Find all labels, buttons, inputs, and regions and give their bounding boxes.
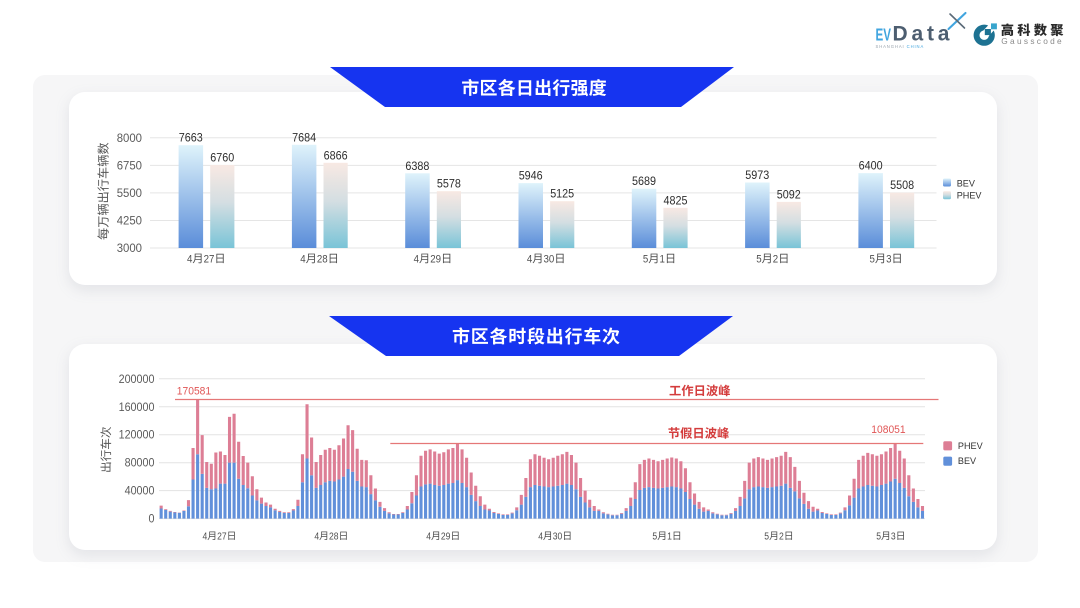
svg-text:5: 5 [652, 531, 657, 542]
svg-text:30: 30 [544, 253, 555, 265]
svg-text:27: 27 [204, 253, 215, 265]
svg-text:28: 28 [317, 253, 328, 265]
svg-text:1: 1 [660, 253, 665, 265]
svg-text:Gausscode: Gausscode [1001, 36, 1064, 46]
svg-text:4: 4 [300, 253, 305, 265]
svg-text:160000: 160000 [119, 402, 155, 414]
svg-text:5500: 5500 [117, 188, 142, 200]
svg-text:6866: 6866 [324, 148, 348, 162]
svg-text:BEV: BEV [958, 456, 977, 466]
svg-text:5946: 5946 [519, 169, 543, 183]
svg-text:29: 29 [441, 531, 451, 542]
svg-text:40000: 40000 [125, 486, 155, 498]
svg-text:Data: Data [893, 23, 954, 46]
svg-text:2: 2 [773, 253, 778, 265]
svg-text:3: 3 [886, 253, 891, 265]
svg-text:5508: 5508 [890, 178, 914, 192]
svg-text:2: 2 [779, 531, 784, 542]
svg-text:4: 4 [426, 531, 431, 542]
svg-text:EV: EV [876, 25, 892, 45]
svg-text:8000: 8000 [117, 133, 142, 145]
svg-text:5: 5 [764, 531, 769, 542]
svg-text:5578: 5578 [437, 177, 461, 191]
svg-text:4: 4 [203, 531, 208, 542]
svg-text:BEV: BEV [957, 178, 976, 188]
svg-text:5125: 5125 [550, 187, 574, 201]
svg-text:5973: 5973 [745, 168, 769, 182]
svg-text:3: 3 [891, 531, 896, 542]
svg-text:7663: 7663 [179, 131, 203, 145]
svg-text:6388: 6388 [405, 159, 429, 173]
svg-text:SHANGHAI CHINA: SHANGHAI CHINA [876, 44, 925, 49]
svg-text:28: 28 [329, 531, 339, 542]
svg-text:80000: 80000 [125, 458, 155, 470]
svg-text:7684: 7684 [292, 130, 316, 144]
svg-text:29: 29 [430, 253, 441, 265]
svg-text:3000: 3000 [117, 243, 142, 255]
svg-text:170581: 170581 [177, 386, 211, 398]
svg-text:4: 4 [414, 253, 419, 265]
svg-text:30: 30 [553, 531, 563, 542]
svg-text:5689: 5689 [632, 174, 656, 188]
svg-text:5: 5 [870, 253, 875, 265]
svg-text:4250: 4250 [117, 215, 142, 227]
svg-text:PHEV: PHEV [958, 441, 984, 451]
svg-text:6760: 6760 [210, 151, 234, 165]
svg-text:5: 5 [876, 531, 881, 542]
svg-text:4: 4 [527, 253, 532, 265]
svg-text:108051: 108051 [871, 424, 905, 436]
svg-text:1: 1 [667, 531, 672, 542]
svg-text:5: 5 [756, 253, 761, 265]
svg-text:200000: 200000 [119, 374, 155, 386]
svg-text:120000: 120000 [119, 430, 155, 442]
svg-text:27: 27 [217, 531, 227, 542]
svg-text:5092: 5092 [777, 187, 801, 201]
svg-text:PHEV: PHEV [957, 191, 983, 201]
svg-text:6400: 6400 [859, 159, 883, 173]
svg-text:4: 4 [314, 531, 319, 542]
svg-text:4: 4 [187, 253, 192, 265]
svg-text:5: 5 [643, 253, 648, 265]
svg-text:6750: 6750 [117, 160, 142, 172]
svg-text:4825: 4825 [664, 193, 688, 207]
svg-text:4: 4 [538, 531, 543, 542]
svg-text:0: 0 [149, 514, 155, 526]
